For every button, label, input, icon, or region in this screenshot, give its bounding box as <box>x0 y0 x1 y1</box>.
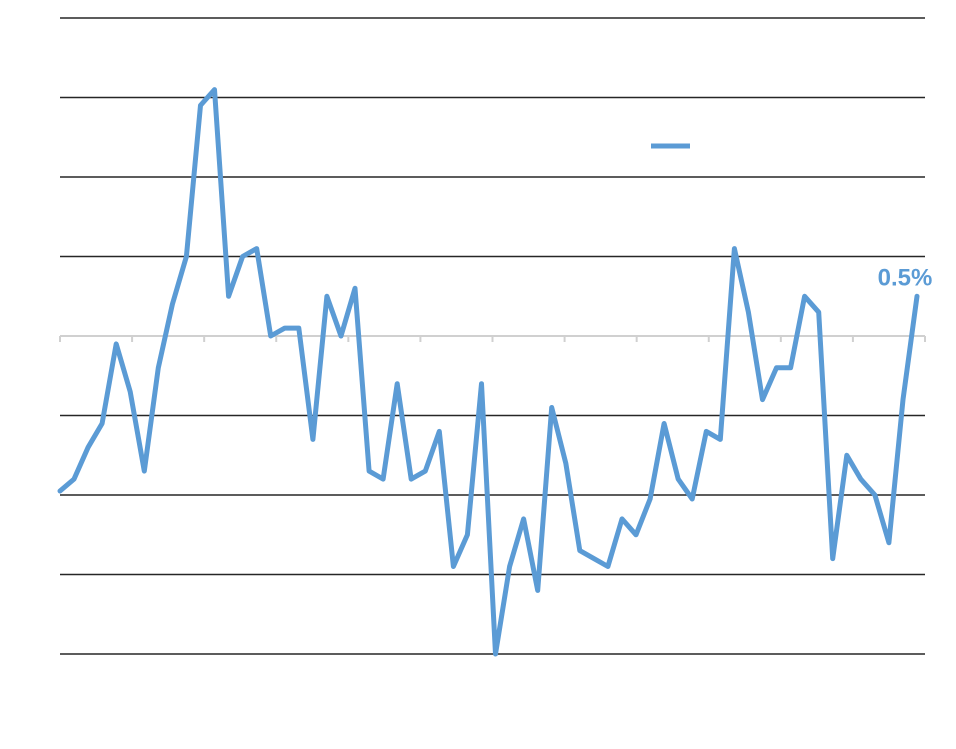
series-group <box>57 87 920 657</box>
data-labels: 0.5% <box>878 264 933 291</box>
series-line-0 <box>57 87 920 657</box>
x-axis <box>59 335 926 342</box>
end-value-label: 0.5% <box>878 264 933 291</box>
